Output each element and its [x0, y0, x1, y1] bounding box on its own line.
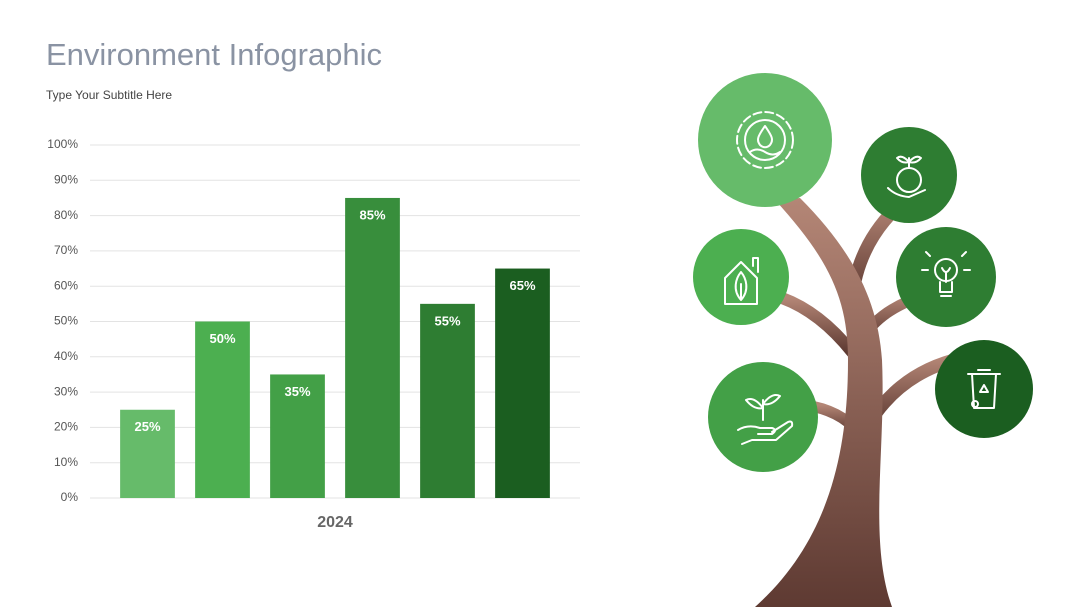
y-tick-label: 20% — [54, 420, 78, 434]
y-tick-label: 40% — [54, 349, 78, 363]
y-tick-label: 0% — [61, 490, 79, 504]
y-tick-label: 70% — [54, 243, 78, 257]
bar — [120, 409, 175, 498]
chart-title: Environment Infographic — [46, 37, 382, 72]
value-label: 25% — [134, 419, 160, 434]
bar — [195, 321, 250, 498]
value-label: 50% — [209, 331, 235, 346]
value-label: 65% — [509, 278, 535, 293]
bar — [270, 374, 325, 498]
value-label: 35% — [284, 384, 310, 399]
y-tick-label: 30% — [54, 384, 78, 398]
y-tick-label: 100% — [47, 137, 78, 151]
value-label: 85% — [359, 207, 385, 222]
y-tick-label: 50% — [54, 314, 78, 328]
chart-subtitle: Type Your Subtitle Here — [46, 88, 172, 102]
tree-illustration — [693, 73, 1033, 607]
y-tick-label: 60% — [54, 278, 78, 292]
x-tick-label: 2024 — [317, 514, 353, 531]
bar — [345, 197, 400, 498]
bar — [495, 268, 550, 498]
value-label: 55% — [434, 313, 460, 328]
y-tick-label: 80% — [54, 208, 78, 222]
y-tick-label: 10% — [54, 455, 78, 469]
y-tick-label: 90% — [54, 172, 78, 186]
bar — [420, 303, 475, 498]
